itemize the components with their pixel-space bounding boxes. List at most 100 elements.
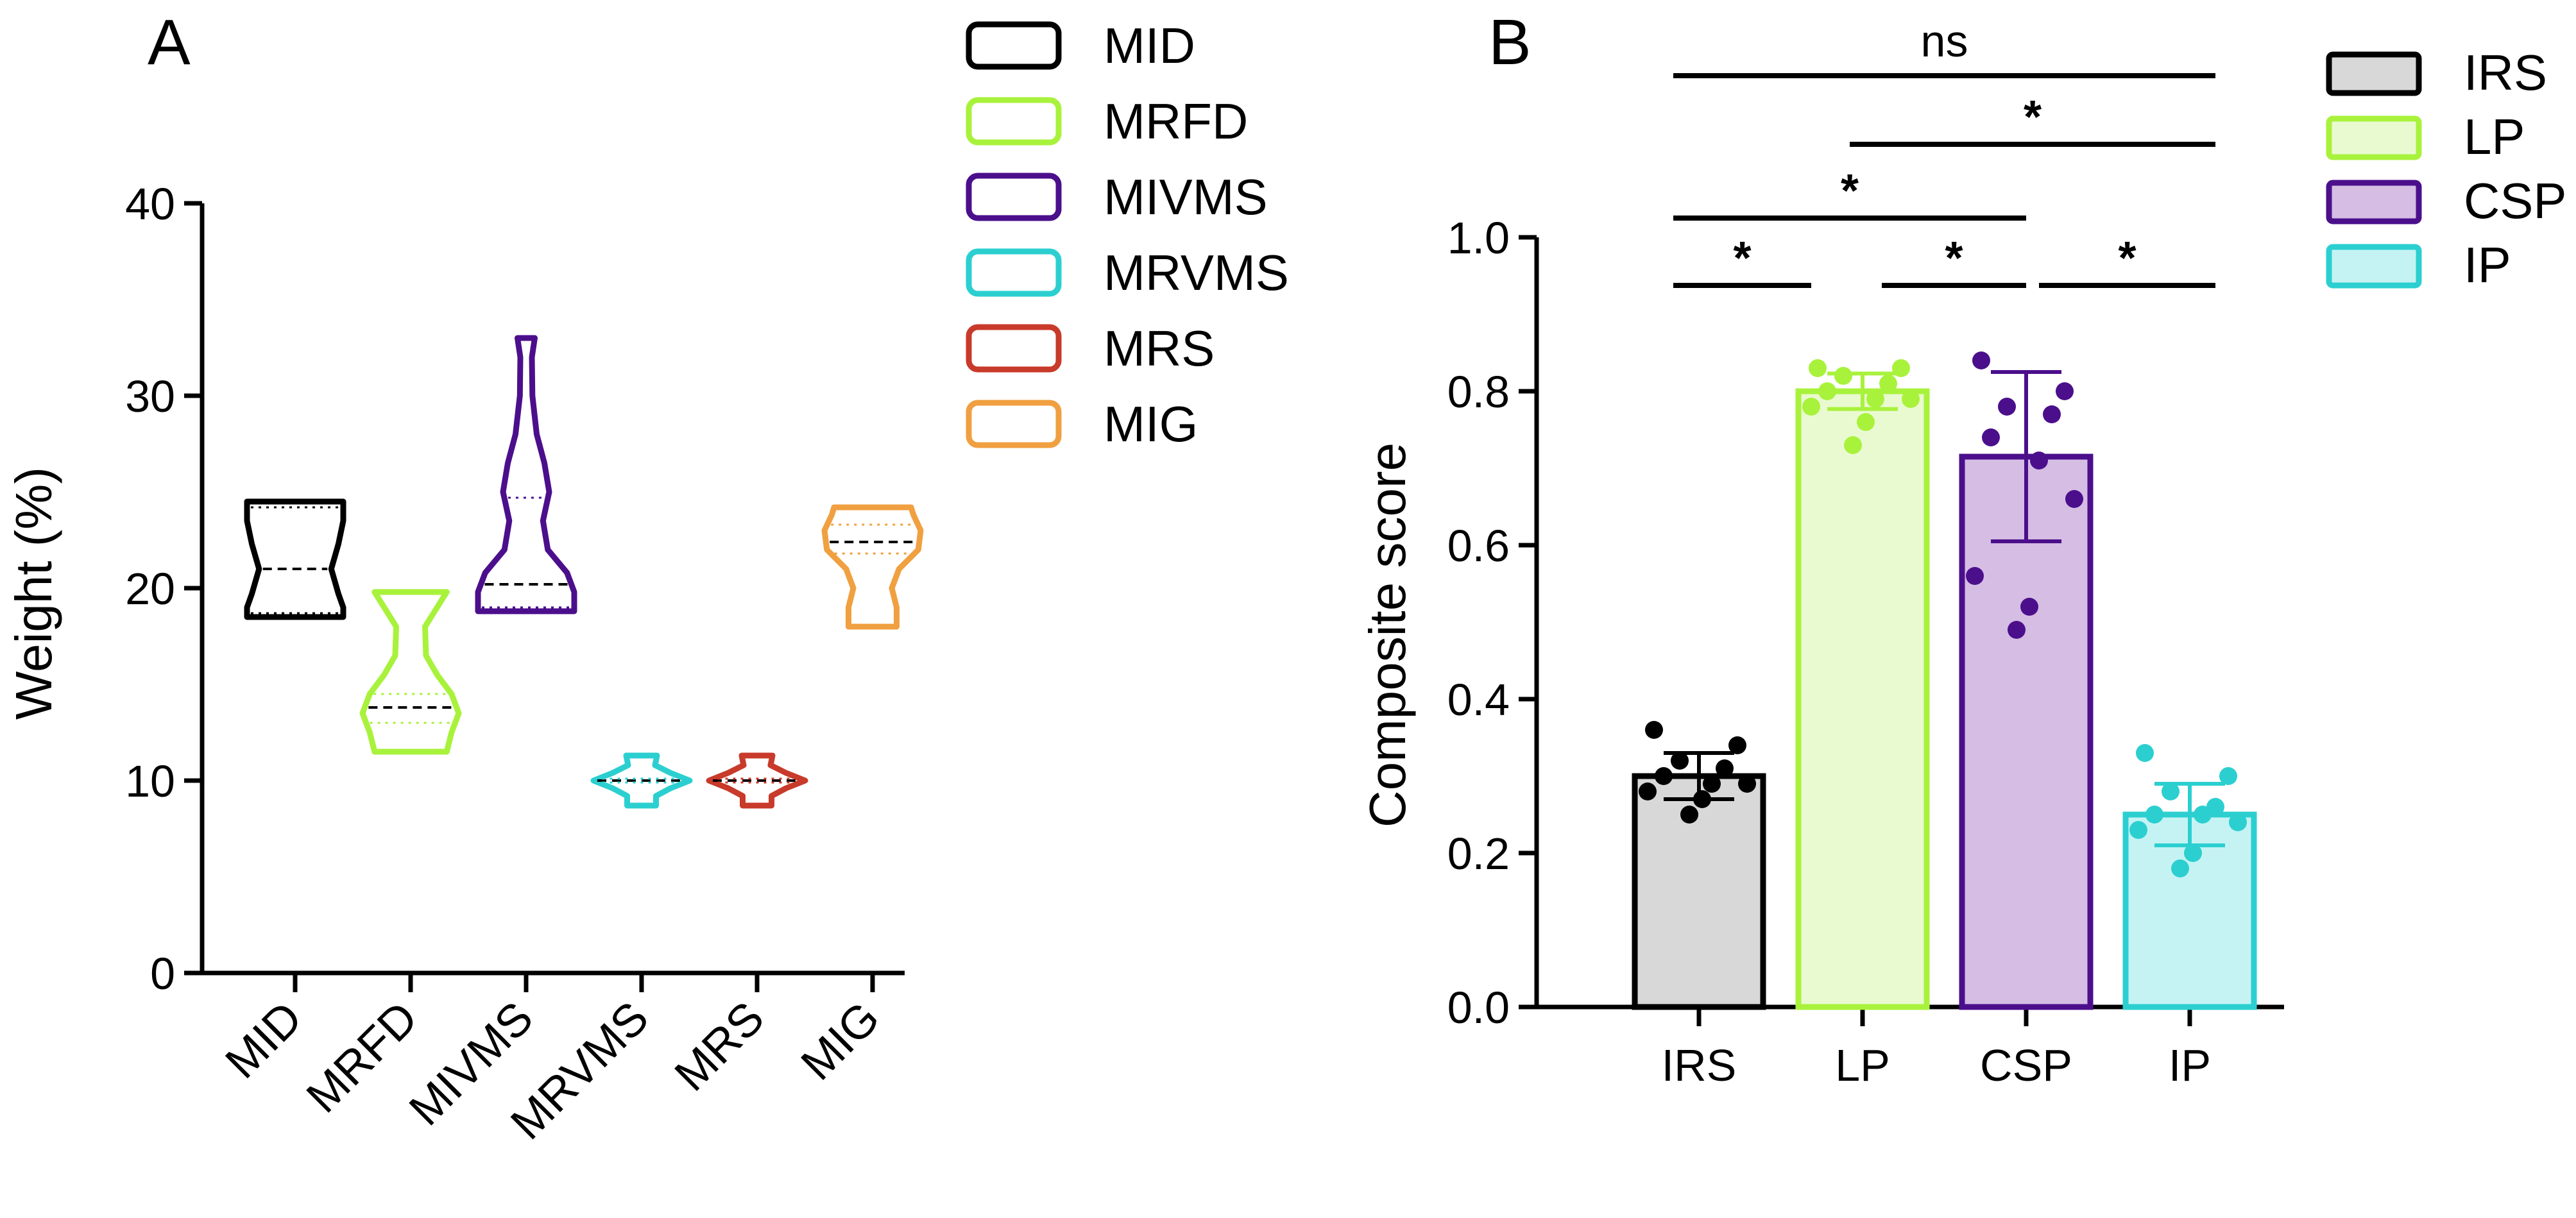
bar-irs bbox=[1632, 773, 1766, 1010]
panel-a-letter: A bbox=[148, 6, 191, 78]
significance-label-3: * bbox=[1733, 233, 1751, 284]
violin-mivms bbox=[475, 335, 577, 614]
legend-swatch-mid bbox=[966, 21, 1062, 70]
data-point-lp-1 bbox=[1892, 359, 1910, 377]
panel-a-y-axis-title: Weight (%) bbox=[5, 467, 62, 720]
legend-label-mrs: MRS bbox=[1104, 320, 1215, 376]
panel-a-y-tick-label-2: 20 bbox=[125, 564, 175, 614]
legend-swatch-irs bbox=[2326, 51, 2422, 96]
legend-swatch-mivms bbox=[966, 173, 1062, 221]
legend-label-mivms: MIVMS bbox=[1104, 169, 1268, 225]
violin-mrs bbox=[706, 752, 808, 809]
significance-label-0: ns bbox=[1921, 16, 1968, 66]
legend-swatch-lp bbox=[2326, 115, 2422, 160]
data-point-irs-6 bbox=[1738, 775, 1756, 793]
data-point-ip-8 bbox=[2184, 844, 2202, 862]
data-point-csp-8 bbox=[2020, 598, 2038, 616]
data-point-irs-8 bbox=[1693, 790, 1711, 808]
panel-b-axes: 0.0 0.2 0.4 0.6 0.8 1.0 IRS LP CSP IP bbox=[1447, 213, 2284, 1090]
data-point-irs-0 bbox=[1645, 721, 1663, 739]
data-point-ip-2 bbox=[2162, 782, 2179, 800]
bar-lp bbox=[1795, 388, 1930, 1010]
legend-label-csp: CSP bbox=[2464, 173, 2566, 229]
data-point-irs-5 bbox=[1703, 775, 1721, 793]
data-point-irs-4 bbox=[1655, 767, 1673, 785]
data-point-ip-9 bbox=[2171, 859, 2189, 877]
panel-a-x-tick-label-4: MRS bbox=[665, 992, 774, 1101]
data-point-irs-3 bbox=[1716, 759, 1734, 777]
data-point-ip-0 bbox=[2136, 744, 2154, 762]
data-point-lp-6 bbox=[1902, 390, 1920, 408]
violin-mrvms bbox=[590, 752, 693, 809]
violin-mid bbox=[244, 498, 346, 620]
data-point-csp-2 bbox=[1998, 398, 2016, 416]
significance-label-1: * bbox=[2024, 92, 2042, 143]
data-point-ip-7 bbox=[2129, 821, 2147, 839]
data-point-csp-6 bbox=[2065, 490, 2083, 508]
data-point-csp-5 bbox=[2030, 452, 2048, 469]
panel-b-letter: B bbox=[1488, 6, 1531, 78]
legend-label-mrfd: MRFD bbox=[1104, 93, 1248, 149]
legend-label-mig: MIG bbox=[1104, 396, 1198, 452]
panel-b-x-tick-label-1: LP bbox=[1835, 1040, 1890, 1090]
panel-b: B Composite score 0.0 0.2 0.4 0.6 0.8 1.0 IRS L… bbox=[1359, 6, 2566, 1090]
panel-a-y-tick-label-4: 40 bbox=[125, 179, 175, 229]
panel-b-y-tick-label-1: 0.2 bbox=[1447, 829, 1510, 879]
panel-a-y-tick-label-1: 10 bbox=[125, 756, 175, 806]
panel-b-y-tick-label-4: 0.8 bbox=[1447, 367, 1510, 417]
panel-b-y-tick-label-2: 0.4 bbox=[1447, 675, 1510, 725]
panel-b-x-tick-label-0: IRS bbox=[1662, 1040, 1737, 1090]
data-point-csp-7 bbox=[1966, 567, 1984, 585]
data-point-lp-9 bbox=[1844, 436, 1862, 454]
data-point-ip-4 bbox=[2145, 806, 2163, 824]
panel-a-y-tick-label-0: 0 bbox=[150, 949, 175, 999]
panel-a-legend: MID MRFD MIVMS MRVMS MRS MIG bbox=[966, 17, 1289, 452]
panel-b-x-tick-label-2: CSP bbox=[1980, 1040, 2072, 1090]
legend-swatch-mig bbox=[966, 400, 1062, 448]
legend-label-lp: LP bbox=[2464, 108, 2525, 165]
data-point-lp-5 bbox=[1866, 390, 1884, 408]
panel-a-violins bbox=[244, 335, 924, 809]
violin-mrfd bbox=[359, 589, 462, 755]
data-point-lp-7 bbox=[1802, 398, 1820, 416]
panel-b-significance: ns * * * * * bbox=[1673, 16, 2215, 288]
data-point-lp-2 bbox=[1834, 367, 1852, 385]
legend-swatch-csp bbox=[2326, 180, 2422, 224]
legend-label-mid: MID bbox=[1104, 17, 1195, 74]
data-point-csp-0 bbox=[1972, 351, 1990, 369]
data-point-ip-1 bbox=[2219, 767, 2237, 785]
data-point-irs-9 bbox=[1680, 806, 1698, 824]
panel-b-bars bbox=[1632, 351, 2257, 1010]
legend-swatch-mrfd bbox=[966, 97, 1062, 146]
panel-b-x-tick-label-3: IP bbox=[2169, 1040, 2211, 1090]
panel-a-y-tick-label-3: 30 bbox=[125, 371, 175, 421]
significance-label-5: * bbox=[2118, 233, 2136, 284]
legend-label-ip: IP bbox=[2464, 237, 2511, 293]
significance-label-2: * bbox=[1841, 165, 1859, 217]
legend-swatch-mrvms bbox=[966, 248, 1062, 297]
data-point-lp-3 bbox=[1879, 375, 1897, 393]
data-point-irs-7 bbox=[1639, 782, 1657, 800]
legend-swatch-mrs bbox=[966, 324, 1062, 373]
panel-b-legend: IRS LP CSP IP bbox=[2326, 44, 2566, 293]
data-point-irs-2 bbox=[1671, 752, 1689, 770]
legend-label-irs: IRS bbox=[2464, 44, 2547, 101]
legend-swatch-ip bbox=[2326, 244, 2422, 289]
data-point-ip-5 bbox=[2194, 806, 2212, 824]
panel-b-y-tick-label-0: 0.0 bbox=[1447, 983, 1510, 1033]
data-point-csp-4 bbox=[1982, 428, 2000, 446]
bar-csp bbox=[1959, 453, 2094, 1010]
data-point-lp-0 bbox=[1809, 359, 1827, 377]
data-point-csp-3 bbox=[2043, 405, 2061, 423]
violin-mig bbox=[821, 504, 924, 630]
panel-b-y-axis-title: Composite score bbox=[1359, 443, 1416, 827]
legend-label-mrvms: MRVMS bbox=[1104, 244, 1289, 301]
data-point-csp-9 bbox=[2008, 621, 2026, 639]
data-point-irs-1 bbox=[1728, 736, 1746, 754]
panel-a-x-tick-label-0: MID bbox=[216, 992, 312, 1088]
data-point-csp-1 bbox=[2056, 382, 2074, 400]
data-point-lp-8 bbox=[1857, 413, 1875, 431]
panel-b-y-tick-label-5: 1.0 bbox=[1447, 213, 1510, 263]
